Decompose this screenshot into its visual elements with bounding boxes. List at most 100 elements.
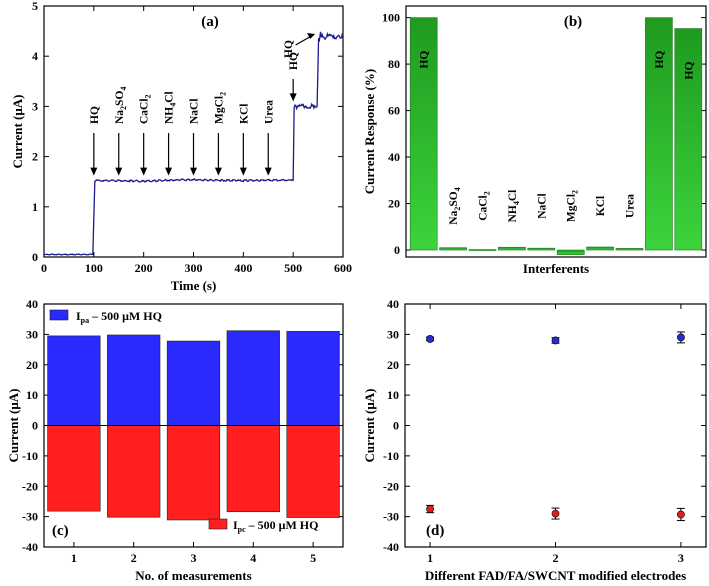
panel-a-annotation-label-base: HQ bbox=[288, 52, 300, 70]
panel-b-ylabel: Current Response (%) bbox=[362, 69, 377, 194]
panel-a-annotation-arrowhead bbox=[289, 93, 297, 102]
panel-d-ytick-label: -20 bbox=[383, 479, 399, 493]
panel-b-bar-label-rest: SO bbox=[448, 191, 460, 206]
panel-c-bar-Ipc bbox=[226, 425, 280, 513]
panel-a-ytick-label: 1 bbox=[32, 200, 38, 214]
panel-c-xtick-label: 4 bbox=[250, 551, 256, 565]
panel-a-ytick-label: 3 bbox=[32, 99, 38, 113]
panel-a-annotation-label-base: MgCl bbox=[213, 96, 225, 124]
panel-a-xtick-label: 300 bbox=[185, 261, 203, 275]
panel-b-bar bbox=[645, 17, 673, 251]
panel-d-xtick-label: 3 bbox=[678, 551, 684, 565]
panel-c-legend-swatch-ipa bbox=[49, 309, 69, 321]
panel-b-ytick-label: 0 bbox=[394, 243, 400, 257]
panel-a-xtick-label: 0 bbox=[41, 261, 47, 275]
panel-a-annotation-label: NH4Cl bbox=[164, 91, 178, 124]
panel-b-bar-label-sub: 2 bbox=[483, 191, 492, 195]
panel-b-bar bbox=[527, 247, 556, 251]
panel-a-annotation-label-base: HQ bbox=[89, 106, 101, 124]
panel-d-ytick-label: 30 bbox=[387, 327, 399, 341]
panel-b-bar-label: HQ bbox=[419, 51, 431, 69]
panel-c-ytick-label: 20 bbox=[26, 358, 38, 372]
panel-a-xtick-label: 200 bbox=[135, 261, 153, 275]
panel-c-bar-Ipc bbox=[166, 425, 221, 521]
panel-a-annotation-arrowhead bbox=[115, 167, 123, 176]
panel-b-bar bbox=[615, 248, 644, 251]
panel-d-xlabel: Different FAD/FA/SWCNT modified electrod… bbox=[425, 568, 686, 583]
panel-d-xtick-label: 1 bbox=[427, 551, 433, 565]
panel-a-annotation-label-base: Urea bbox=[263, 100, 275, 124]
panel-a-annotation-label: CaCl2 bbox=[139, 94, 153, 124]
panel-b-bar bbox=[409, 17, 438, 251]
panel-b-bar-label-base: MgCl bbox=[566, 194, 578, 222]
panel-b-bar-label: NH4Cl bbox=[507, 190, 521, 223]
panel-b-bar bbox=[674, 28, 703, 251]
panel-c-ytick-label: 10 bbox=[26, 388, 38, 402]
panel-a-annotation-label-sub: 2 bbox=[119, 106, 128, 110]
panel-a-annotation-label: MgCl2 bbox=[213, 92, 227, 124]
panel-a-annotation-label-rest: SO bbox=[114, 91, 126, 106]
panel-c-bar-Ipa bbox=[166, 340, 221, 426]
panel-d-point-Ipc bbox=[677, 510, 685, 519]
panel-b-bar bbox=[498, 246, 526, 251]
panel-b-bar-label: Urea bbox=[625, 194, 637, 218]
panel-a-annotation-arrowhead bbox=[165, 167, 173, 176]
panel-b-bar-label-base: HQ bbox=[654, 51, 666, 69]
panel-a-annotation-label-rest: Cl bbox=[164, 91, 176, 103]
panel-c-bar-Ipa bbox=[47, 335, 101, 426]
panel-c: -40 -30 -20 -10 0 10 20 30 40 1 2 3 4 5 No. of measure… bbox=[6, 297, 344, 583]
panel-c-xlabel: No. of measurements bbox=[135, 568, 251, 583]
panel-c-bar-Ipc bbox=[47, 425, 101, 512]
panel-c-legend-ipa: Ipa – 500 μM HQ bbox=[76, 309, 162, 325]
panel-d-xtick-label: 2 bbox=[553, 551, 559, 565]
panel-d-point-Ipa bbox=[677, 333, 685, 342]
panel-d-tag: (d) bbox=[426, 523, 444, 539]
panel-d-ytick-label: 20 bbox=[387, 358, 399, 372]
panel-a-annotation-label-base: HQ bbox=[283, 40, 295, 58]
panel-a-annotation-arrowhead bbox=[140, 167, 148, 176]
panel-b-bar-label-sub: 4 bbox=[512, 201, 521, 205]
panel-a-ylabel: Current (μA) bbox=[10, 95, 25, 169]
panel-a-annotation-label-rest-sub: 4 bbox=[119, 87, 128, 91]
panel-c-legend-ipa-sub: pa bbox=[81, 316, 89, 325]
panel-a-xlabel: Time (s) bbox=[171, 278, 217, 293]
panel-b-bar-label-rest-sub: 4 bbox=[453, 187, 462, 191]
panel-c-ytick-label: -30 bbox=[22, 510, 38, 524]
panel-a-annotation-label: Na2SO4 bbox=[114, 87, 128, 124]
panel-b-bar-label: NaCl bbox=[536, 193, 548, 219]
panel-a-ytick-label: 5 bbox=[32, 0, 38, 13]
panel-a-annotation-label: KCl bbox=[238, 104, 250, 124]
panel-c-legend-swatch-ipc bbox=[208, 518, 228, 530]
panel-c-xtick-label: 2 bbox=[131, 551, 137, 565]
panel-b-bar bbox=[556, 249, 585, 255]
panel-a-annotation-label: HQ bbox=[288, 52, 300, 70]
panel-a-annotation-label-base: CaCl bbox=[139, 98, 151, 124]
panel-b-bar bbox=[468, 249, 497, 251]
panel-a-annotation-label: HQ bbox=[89, 106, 101, 124]
panel-b-frame bbox=[405, 5, 707, 258]
panel-a-annotation-label: HQ bbox=[283, 40, 295, 58]
panel-d-ytick-label: -30 bbox=[383, 510, 399, 524]
panel-d-ytick-label: 10 bbox=[387, 388, 399, 402]
panel-c-tag: (c) bbox=[52, 523, 69, 539]
panel-b-bar-label-rest: Cl bbox=[507, 190, 519, 202]
panel-c-ytick-label: 30 bbox=[26, 327, 38, 341]
panel-d-point-Ipc bbox=[426, 505, 434, 513]
panel-c-ytick-label: -20 bbox=[22, 479, 38, 493]
panel-a-xtick-label: 400 bbox=[234, 261, 252, 275]
panel-d: -40 -30 -20 -10 0 10 20 30 40 1 2 3 Different FAD/FA… bbox=[362, 297, 707, 583]
panel-b-bar-label: MgCl2 bbox=[566, 190, 580, 222]
panel-b-bar-label: CaCl2 bbox=[478, 191, 492, 221]
panel-a-annotation-label-base: NaCl bbox=[189, 98, 201, 124]
panel-a-xtick-label: 600 bbox=[334, 261, 352, 275]
panel-b-bar-label: Na2SO4 bbox=[448, 187, 462, 224]
panel-a-annotation-label-sub: 2 bbox=[144, 94, 153, 98]
panel-a-annotation-label: Urea bbox=[263, 100, 275, 124]
panel-b-bar bbox=[586, 246, 614, 251]
panel-a-annotation-label-base: Na bbox=[114, 110, 126, 124]
panel-a-xtick-label: 100 bbox=[85, 261, 103, 275]
panel-b-tag: (b) bbox=[564, 14, 582, 30]
panel-b-ytick-label: 80 bbox=[388, 57, 400, 71]
panel-c-ylabel: Current (μA) bbox=[6, 389, 21, 463]
